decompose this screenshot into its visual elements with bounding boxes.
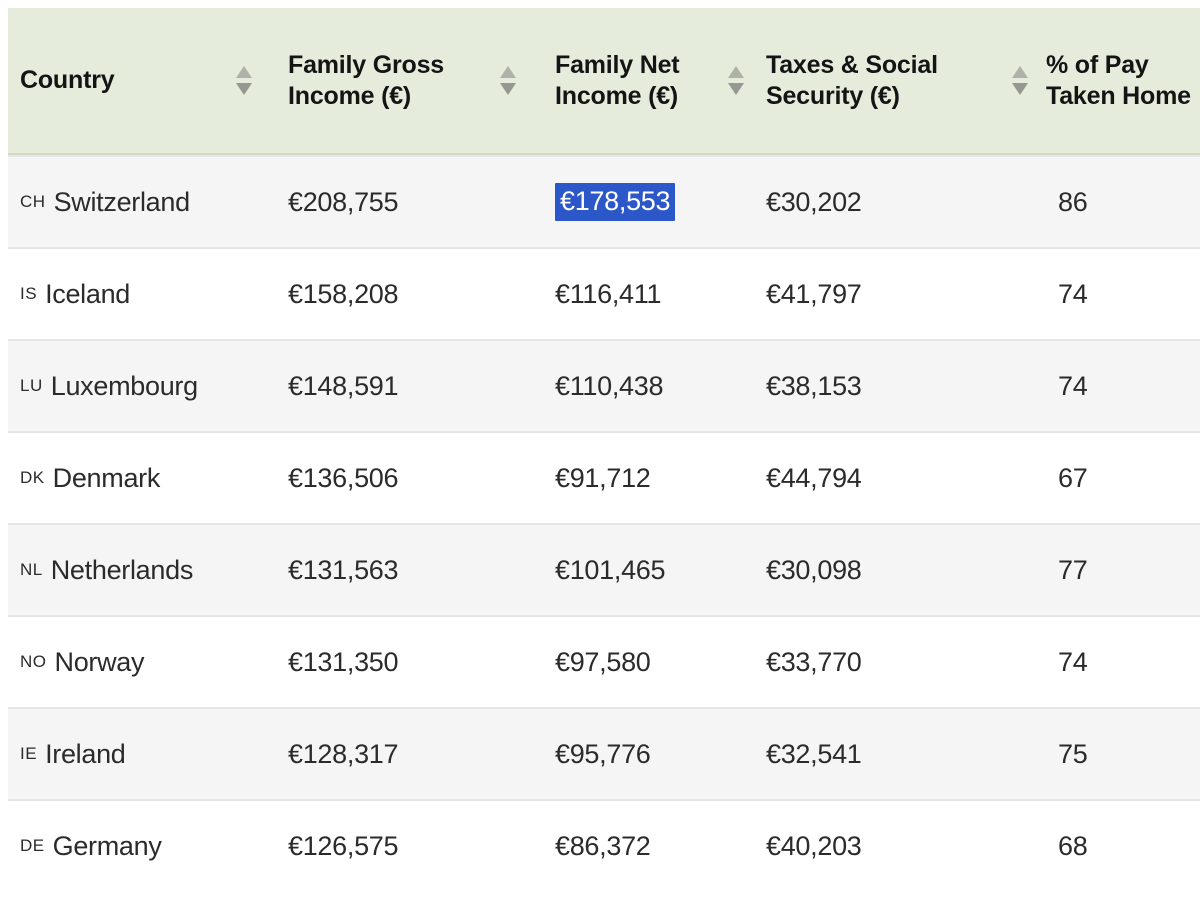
- column-header-gross-label: Family Gross Income (€): [288, 50, 444, 110]
- taxes-cell: €30,098: [766, 554, 862, 585]
- sort-down-icon[interactable]: [1012, 83, 1028, 95]
- column-header-country-label: Country: [20, 66, 115, 94]
- country-name: Switzerland: [53, 186, 191, 217]
- table-row: IS Iceland €158,208 €116,411 €41,797 74: [8, 247, 1200, 339]
- country-code: LU: [20, 376, 43, 395]
- taxes-cell: €38,153: [766, 370, 862, 401]
- country-name: Iceland: [45, 278, 131, 309]
- country-name: Netherlands: [50, 554, 194, 585]
- gross-income-cell: €208,755: [288, 186, 399, 217]
- column-header-pct-pay-taken-home[interactable]: % of Pay Taken Home: [1040, 8, 1200, 153]
- country-cell: IE Ireland: [8, 709, 264, 799]
- net-income-cell: €95,776: [555, 738, 651, 769]
- country-cell: CH Switzerland: [8, 157, 264, 247]
- gross-income-cell: €126,575: [288, 830, 399, 861]
- table-row: DK Denmark €136,506 €91,712 €44,794 67: [8, 431, 1200, 523]
- country-cell: IS Iceland: [8, 249, 264, 339]
- sort-up-icon[interactable]: [1012, 66, 1028, 78]
- sort-control[interactable]: [728, 66, 756, 95]
- net-income-cell: €97,580: [555, 646, 651, 677]
- gross-income-cell: €136,506: [288, 462, 399, 493]
- pct-taken-home-cell: 67: [1058, 462, 1088, 493]
- country-name: Ireland: [45, 738, 126, 769]
- table-row: LU Luxembourg €148,591 €110,438 €38,153 …: [8, 339, 1200, 431]
- country-code: IS: [20, 284, 38, 303]
- taxes-cell: €40,203: [766, 830, 862, 861]
- table-row: NO Norway €131,350 €97,580 €33,770 74: [8, 615, 1200, 707]
- net-income-cell: €101,465: [555, 554, 666, 585]
- pct-taken-home-cell: 68: [1058, 830, 1088, 861]
- net-income-cell: €116,411: [555, 278, 662, 309]
- sort-down-icon[interactable]: [728, 83, 744, 95]
- gross-income-cell: €148,591: [288, 370, 399, 401]
- net-income-cell: €110,438: [555, 370, 664, 401]
- gross-income-cell: €131,350: [288, 646, 399, 677]
- pct-taken-home-cell: 74: [1058, 370, 1088, 401]
- column-header-pct-label: % of Pay Taken Home: [1046, 50, 1191, 110]
- pct-taken-home-cell: 86: [1058, 186, 1088, 217]
- sort-up-icon[interactable]: [236, 66, 252, 78]
- country-code: NL: [20, 560, 43, 579]
- taxes-cell: €30,202: [766, 186, 862, 217]
- net-income-cell: €178,553: [528, 157, 756, 247]
- country-code: DE: [20, 836, 45, 855]
- gross-income-cell: €128,317: [288, 738, 399, 769]
- pct-taken-home-cell: 77: [1058, 554, 1088, 585]
- country-name: Norway: [54, 646, 145, 677]
- pct-taken-home-cell: 74: [1058, 278, 1088, 309]
- net-income-cell: €91,712: [555, 462, 651, 493]
- pct-taken-home-cell: 75: [1058, 738, 1088, 769]
- country-name: Luxembourg: [50, 370, 198, 401]
- sort-control[interactable]: [500, 66, 528, 95]
- gross-income-cell: €131,563: [288, 554, 399, 585]
- column-header-country[interactable]: Country: [8, 8, 264, 153]
- table-row: CH Switzerland €208,755 €178,553 €30,202…: [8, 155, 1200, 247]
- sort-down-icon[interactable]: [500, 83, 516, 95]
- country-code: NO: [20, 652, 47, 671]
- selected-cell-value: €178,553: [555, 183, 676, 221]
- country-code: CH: [20, 192, 46, 211]
- country-cell: LU Luxembourg: [8, 341, 264, 431]
- country-code: DK: [20, 468, 45, 487]
- column-header-net-label: Family Net Income (€): [555, 50, 680, 110]
- income-table: Country Family Gross Income (€) Family N…: [8, 8, 1200, 891]
- taxes-cell: €32,541: [766, 738, 862, 769]
- taxes-cell: €44,794: [766, 462, 862, 493]
- country-code: IE: [20, 744, 38, 763]
- table-header-row: Country Family Gross Income (€) Family N…: [8, 8, 1200, 155]
- sort-up-icon[interactable]: [728, 66, 744, 78]
- country-cell: NO Norway: [8, 617, 264, 707]
- sort-down-icon[interactable]: [236, 83, 252, 95]
- column-header-family-gross-income[interactable]: Family Gross Income (€): [264, 8, 528, 153]
- pct-taken-home-cell: 74: [1058, 646, 1088, 677]
- country-cell: NL Netherlands: [8, 525, 264, 615]
- column-header-taxes-social-security[interactable]: Taxes & Social Security (€): [756, 8, 1040, 153]
- country-name: Germany: [52, 830, 162, 861]
- sort-control[interactable]: [236, 66, 264, 95]
- column-header-family-net-income[interactable]: Family Net Income (€): [528, 8, 756, 153]
- gross-income-cell: €158,208: [288, 278, 399, 309]
- sort-up-icon[interactable]: [500, 66, 516, 78]
- taxes-cell: €41,797: [766, 278, 862, 309]
- country-name: Denmark: [52, 462, 161, 493]
- country-cell: DE Germany: [8, 801, 264, 891]
- column-header-taxes-label: Taxes & Social Security (€): [766, 50, 938, 110]
- sort-control[interactable]: [1012, 66, 1040, 95]
- country-cell: DK Denmark: [8, 433, 264, 523]
- table-row: NL Netherlands €131,563 €101,465 €30,098…: [8, 523, 1200, 615]
- net-income-cell: €86,372: [555, 830, 651, 861]
- table-row: DE Germany €126,575 €86,372 €40,203 68: [8, 799, 1200, 891]
- table-row: IE Ireland €128,317 €95,776 €32,541 75: [8, 707, 1200, 799]
- taxes-cell: €33,770: [766, 646, 862, 677]
